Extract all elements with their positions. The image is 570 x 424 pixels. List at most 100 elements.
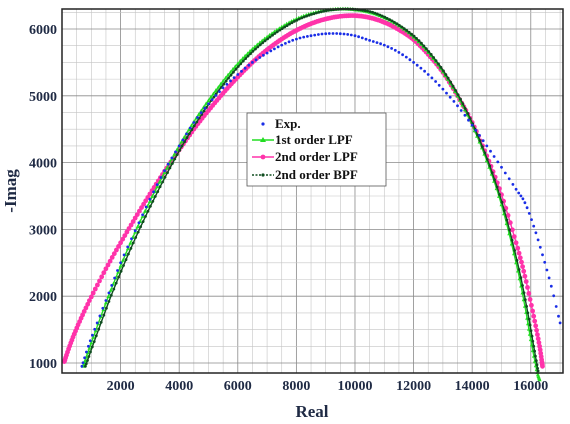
- data-point-2nd-order-bpf: [99, 320, 103, 324]
- data-point-exp: [302, 35, 306, 39]
- data-point-1st-order-lpf: [103, 300, 108, 305]
- data-point-exp: [346, 33, 350, 36]
- data-point-2nd-order-lpf: [130, 219, 136, 224]
- data-point-2nd-order-bpf: [136, 230, 140, 234]
- data-point-exp: [101, 306, 105, 310]
- data-point-exp: [557, 314, 560, 318]
- data-point-2nd-order-lpf: [90, 290, 96, 296]
- data-point-exp: [313, 33, 317, 37]
- data-point-exp: [306, 35, 309, 38]
- data-point-1st-order-lpf: [208, 94, 213, 99]
- data-point-2nd-order-lpf: [101, 270, 107, 276]
- data-point-2nd-order-bpf: [171, 162, 174, 165]
- data-point-2nd-order-bpf: [525, 305, 528, 308]
- data-point-2nd-order-bpf: [297, 17, 301, 21]
- data-point-exp: [181, 138, 185, 142]
- data-point-2nd-order-bpf: [173, 157, 177, 161]
- data-point-2nd-order-lpf: [532, 318, 538, 324]
- data-point-2nd-order-bpf: [519, 276, 523, 280]
- series-exp: [80, 32, 562, 368]
- data-point-2nd-order-lpf: [527, 297, 533, 302]
- data-point-2nd-order-lpf: [105, 262, 111, 268]
- data-point-exp: [133, 229, 137, 233]
- data-point-exp: [549, 284, 553, 288]
- data-point-exp: [258, 56, 262, 59]
- data-point-2nd-order-bpf: [371, 10, 374, 14]
- data-point-exp: [437, 83, 441, 87]
- data-point-exp: [485, 144, 489, 148]
- data-point-2nd-order-lpf: [511, 234, 517, 240]
- data-point-exp: [364, 37, 368, 41]
- data-point-2nd-order-bpf: [161, 180, 165, 184]
- data-point-exp: [88, 339, 92, 343]
- data-point-2nd-order-bpf: [405, 29, 409, 32]
- data-point-exp: [192, 121, 196, 124]
- data-point-2nd-order-bpf: [166, 171, 169, 175]
- data-point-2nd-order-bpf: [378, 13, 382, 17]
- data-point-exp: [419, 66, 423, 70]
- data-point-2nd-order-lpf: [522, 273, 528, 279]
- data-point-exp: [408, 58, 412, 62]
- data-point-exp: [507, 177, 511, 181]
- data-point-1st-order-lpf: [179, 139, 184, 144]
- data-point-2nd-order-lpf: [529, 302, 534, 308]
- data-point-2nd-order-bpf: [239, 62, 243, 66]
- data-point-2nd-order-bpf: [400, 25, 404, 29]
- legend-box: [246, 112, 387, 187]
- data-point-exp: [459, 109, 463, 112]
- y-tick-label: 1000: [29, 357, 57, 372]
- data-point-2nd-order-lpf: [521, 268, 527, 274]
- data-point-1st-order-lpf: [527, 332, 532, 336]
- data-point-1st-order-lpf: [135, 224, 140, 229]
- data-point-1st-order-lpf: [83, 358, 87, 363]
- data-point-exp: [360, 36, 364, 40]
- data-point-2nd-order-lpf: [114, 247, 119, 253]
- data-point-2nd-order-bpf: [131, 241, 135, 245]
- data-point-exp: [470, 123, 474, 127]
- x-tick-label: 10000: [337, 379, 372, 394]
- data-point-2nd-order-bpf: [373, 11, 377, 15]
- data-point-exp: [87, 344, 90, 348]
- data-point-exp: [335, 32, 339, 35]
- data-point-exp: [434, 80, 437, 83]
- data-point-1st-order-lpf: [526, 326, 531, 331]
- data-point-2nd-order-lpf: [111, 251, 117, 257]
- data-point-2nd-order-bpf: [249, 52, 252, 56]
- data-point-exp: [543, 260, 547, 264]
- data-point-2nd-order-bpf: [493, 178, 496, 182]
- legend-item-1st-order-lpf: 1st order LPF: [252, 132, 353, 147]
- data-point-2nd-order-bpf: [485, 157, 489, 161]
- data-point-exp: [525, 206, 529, 210]
- data-point-exp: [83, 356, 86, 360]
- data-point-1st-order-lpf: [211, 91, 216, 96]
- data-point-2nd-order-bpf: [498, 193, 501, 196]
- data-point-2nd-order-lpf: [534, 327, 539, 333]
- data-point-2nd-order-bpf: [86, 359, 89, 362]
- data-point-exp: [251, 61, 254, 64]
- data-point-exp: [541, 253, 544, 257]
- data-point-2nd-order-lpf: [137, 208, 142, 214]
- data-point-2nd-order-bpf: [285, 24, 289, 27]
- data-point-2nd-order-bpf: [307, 13, 311, 17]
- data-point-2nd-order-bpf: [124, 258, 128, 262]
- data-point-2nd-order-bpf: [280, 27, 284, 30]
- data-point-2nd-order-bpf: [398, 24, 401, 27]
- data-point-1st-order-lpf: [218, 81, 223, 86]
- data-point-2nd-order-bpf: [312, 12, 316, 16]
- data-point-2nd-order-lpf: [513, 240, 519, 246]
- data-point-1st-order-lpf: [216, 85, 221, 89]
- y-tick-label: 3000: [29, 223, 57, 238]
- data-point-2nd-order-bpf: [175, 153, 179, 157]
- data-point-2nd-order-bpf: [530, 334, 534, 338]
- data-point-exp: [291, 38, 295, 42]
- data-point-2nd-order-bpf: [112, 287, 116, 291]
- data-point-exp: [397, 51, 401, 54]
- data-point-exp: [492, 155, 496, 158]
- data-point-2nd-order-bpf: [533, 349, 536, 353]
- data-point-2nd-order-bpf: [513, 249, 516, 252]
- data-point-exp: [280, 43, 284, 47]
- data-point-2nd-order-bpf: [224, 79, 228, 83]
- data-point-2nd-order-bpf: [402, 27, 406, 31]
- data-point-1st-order-lpf: [528, 337, 533, 342]
- legend-item-exp: Exp.: [261, 116, 301, 131]
